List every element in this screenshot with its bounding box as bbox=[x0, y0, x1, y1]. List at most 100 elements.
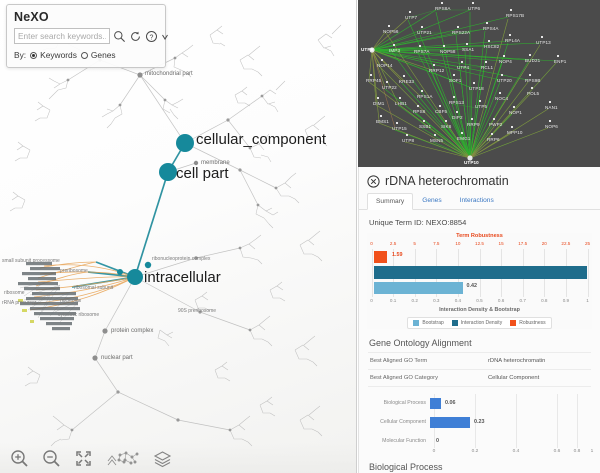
term-robustness-chart: Term Robustness 0 2.5 5 7.5 10 12.5 15 1… bbox=[367, 233, 592, 329]
tick: 0.9 bbox=[562, 298, 570, 303]
section-title-gene-ontology-alignment: Gene Ontology Alignment bbox=[369, 338, 472, 348]
node-label-preribosome: preribosome bbox=[60, 268, 88, 274]
robustness-top-axis: 0 2.5 5 7.5 10 12.5 15 17.5 20 22.5 25 bbox=[370, 241, 590, 249]
help-icon[interactable]: ? bbox=[145, 30, 158, 43]
tick: 0.8 bbox=[573, 449, 581, 454]
go-alignment-chart: Biological Process 0.06 Cellular Compone… bbox=[368, 394, 594, 454]
bar-interaction-density bbox=[373, 266, 588, 279]
zoom-in-button[interactable] bbox=[10, 449, 29, 468]
go-category-label: Cellular Component bbox=[380, 419, 426, 425]
node-label-ribosomal-subunit: ribosomal subunit bbox=[74, 285, 114, 291]
axis-label-interaction-density-bootstrap: Interaction Density & Bootstrap bbox=[439, 307, 520, 313]
search-filter-row: By: Keywords Genes bbox=[14, 50, 158, 60]
table-row: Best Aligned GO Category Cellular Compon… bbox=[368, 370, 591, 387]
search-icon[interactable] bbox=[113, 30, 126, 43]
tick: 0 bbox=[432, 449, 436, 454]
tab-genes[interactable]: Genes bbox=[422, 197, 442, 204]
gene-network-edges bbox=[368, 9, 557, 161]
bar-robustness bbox=[373, 251, 388, 263]
network-toolbar bbox=[0, 443, 356, 473]
bar-value-robustness: 1.59 bbox=[392, 252, 403, 258]
row-value: Cellular Component bbox=[488, 375, 540, 381]
network-graph[interactable] bbox=[0, 0, 357, 473]
robustness-bottom-axis: 0 0.1 0.2 0.3 0.4 0.5 0.6 0.7 0.8 0.9 1 bbox=[370, 298, 589, 306]
radio-keywords-label: Keywords bbox=[40, 50, 77, 60]
tick: 0.2 bbox=[471, 449, 479, 454]
zoom-out-button[interactable] bbox=[42, 449, 61, 468]
node-cellular-component bbox=[176, 134, 194, 152]
legend-item-interaction-density[interactable]: Interaction Density bbox=[451, 320, 503, 326]
node-label-small-subunit-processome: small subunit processome bbox=[2, 258, 60, 264]
section-title-biological-process: Biological Process bbox=[369, 462, 443, 472]
search-row: ? bbox=[14, 28, 168, 44]
node-label-ribonucleoprotein-complex: ribonucleoprotein complex bbox=[152, 256, 211, 262]
node-label-cytosolic-ribosome: cytosolic ribosome bbox=[58, 312, 100, 318]
chart-legend: Bootstrap Interaction Density Robustness bbox=[407, 317, 552, 329]
go-bar-value: 0 bbox=[436, 438, 439, 444]
go-category-label: Biological Process bbox=[383, 400, 426, 406]
row-key: Best Aligned GO Term bbox=[370, 358, 428, 364]
tick: 0.4 bbox=[454, 298, 462, 303]
tick: 0.7 bbox=[519, 298, 526, 303]
svg-text:?: ? bbox=[150, 34, 154, 41]
radio-genes[interactable]: Genes bbox=[80, 50, 116, 60]
tick: 7.5 bbox=[433, 241, 440, 246]
tab-summary[interactable]: Summary bbox=[367, 193, 414, 210]
tick: 12.5 bbox=[475, 241, 484, 246]
legend-label: Robustness bbox=[519, 320, 546, 326]
tick: 10 bbox=[455, 241, 461, 246]
tab-interactions[interactable]: Interactions bbox=[459, 197, 494, 204]
node-label-intracellular: intracellular bbox=[144, 269, 221, 286]
node-label-protein-complex: protein complex bbox=[111, 328, 154, 334]
go-alignment-table: Best Aligned GO Term rDNA heterochromati… bbox=[368, 352, 591, 387]
node-label-rrna-precursor: rRNA precursor bbox=[2, 300, 37, 306]
term-detail-panel: rDNA heterochromatin Summary Genes Inter… bbox=[358, 167, 600, 473]
tick: 17.5 bbox=[518, 241, 528, 246]
node-label-nuclear-part: nuclear part bbox=[101, 355, 133, 361]
tick: 1 bbox=[590, 449, 594, 454]
search-input[interactable] bbox=[14, 28, 110, 44]
detail-header: rDNA heterochromatin bbox=[359, 167, 600, 192]
radio-keywords[interactable]: Keywords bbox=[30, 50, 77, 60]
legend-item-bootstrap[interactable]: Bootstrap bbox=[413, 320, 444, 326]
node-label-membrane: membrane bbox=[201, 160, 230, 166]
search-panel[interactable]: NeXO ? By: Keywor bbox=[6, 4, 168, 68]
fit-screen-button[interactable] bbox=[74, 449, 93, 468]
tick: 0.8 bbox=[541, 298, 548, 303]
radio-genes-dot bbox=[80, 51, 88, 59]
tick: 0 bbox=[370, 241, 373, 246]
bar-value-bootstrap: 0.42 bbox=[466, 283, 478, 289]
go-bar-cellular-component: Cellular Component 0.23 bbox=[368, 413, 485, 431]
go-bar-value: 0.06 bbox=[445, 400, 456, 406]
ontology-network-canvas[interactable]: cellular_component cell part intracellul… bbox=[0, 0, 357, 473]
go-bar-value: 0.23 bbox=[474, 419, 485, 425]
layers-button[interactable] bbox=[153, 449, 172, 468]
detail-tabs: Summary Genes Interactions bbox=[359, 192, 600, 210]
node-label-90s-preribosome: 90S preribosome bbox=[178, 308, 217, 314]
node-label-cell-part: cell part bbox=[176, 165, 229, 182]
chevron-down-icon[interactable] bbox=[161, 30, 169, 43]
radio-genes-label: Genes bbox=[90, 50, 116, 60]
radio-keywords-dot bbox=[30, 51, 38, 59]
tick: 20 bbox=[541, 241, 547, 246]
unique-term-id: Unique Term ID: NEXO:8854 bbox=[369, 218, 467, 227]
legend-label: Interaction Density bbox=[460, 320, 503, 326]
legend-item-robustness[interactable]: Robustness bbox=[510, 320, 546, 326]
tick: 0.4 bbox=[512, 449, 520, 454]
tick: 15 bbox=[498, 241, 504, 246]
node-label-ribosome: ribosome bbox=[4, 290, 25, 296]
tick: 0.6 bbox=[497, 298, 505, 303]
node-label-cellular-component: cellular_component bbox=[196, 131, 327, 148]
node-label-nucleolus: nucleolus bbox=[60, 298, 82, 304]
close-circle-icon[interactable] bbox=[367, 174, 380, 188]
table-row: Best Aligned GO Term rDNA heterochromati… bbox=[368, 353, 591, 370]
tick: 22.5 bbox=[561, 241, 571, 246]
tick: 0.5 bbox=[476, 298, 483, 303]
tick: 2.5 bbox=[389, 241, 397, 246]
refresh-icon[interactable] bbox=[129, 30, 142, 43]
bar-bootstrap bbox=[373, 282, 464, 294]
node-intracellular bbox=[127, 269, 143, 285]
node-cell-part bbox=[159, 163, 177, 181]
collapse-button[interactable] bbox=[106, 449, 140, 468]
gene-interaction-network[interactable]: RPS8A UTP6 RPS17B UTP7 NOP56 UTP21 RPS22… bbox=[358, 0, 600, 167]
